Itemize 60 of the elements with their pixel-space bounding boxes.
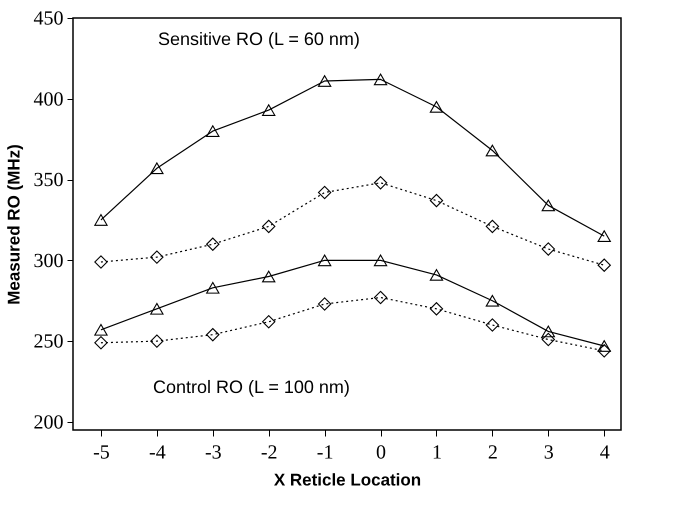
point <box>318 186 332 200</box>
point <box>430 101 444 113</box>
point <box>262 270 276 282</box>
point <box>598 340 611 352</box>
point <box>374 176 388 190</box>
x-tick-label: 4 <box>600 442 610 464</box>
point <box>486 294 500 307</box>
point <box>542 200 555 212</box>
point <box>486 220 500 234</box>
point <box>94 336 108 350</box>
point <box>430 302 444 316</box>
x-tick-label: 2 <box>488 442 498 464</box>
point <box>542 242 555 256</box>
annotation: Control RO (L = 100 nm) <box>153 377 350 397</box>
x-tick-label: -4 <box>149 442 166 464</box>
point <box>94 255 108 269</box>
y-tick-label: 350 <box>34 169 64 192</box>
point <box>598 344 611 358</box>
point <box>318 75 332 87</box>
point <box>262 104 276 116</box>
x-tick-label: 1 <box>432 442 442 464</box>
point <box>318 297 332 311</box>
x-tick-label: -5 <box>93 442 110 464</box>
x-axis-title: X Reticle Location <box>274 470 422 490</box>
point <box>598 258 611 272</box>
y-tick-label: 250 <box>34 330 64 353</box>
annotation: Sensitive RO (L = 60 nm) <box>158 29 360 49</box>
x-tick-label: 3 <box>544 442 554 464</box>
point <box>262 315 276 328</box>
point <box>430 269 444 281</box>
point <box>150 162 164 174</box>
point <box>318 254 332 266</box>
point <box>430 194 444 208</box>
point <box>262 220 276 234</box>
point <box>374 254 388 266</box>
point <box>150 302 164 315</box>
x-tick-label: -1 <box>316 442 334 464</box>
x-tick-label: -2 <box>260 442 278 464</box>
point <box>206 238 220 251</box>
y-axis-title: Measured RO (MHz) <box>4 144 24 305</box>
point <box>94 324 108 336</box>
point <box>542 332 555 346</box>
point <box>94 214 108 226</box>
point <box>598 230 611 242</box>
point <box>206 282 220 294</box>
y-tick-label: 400 <box>34 88 64 110</box>
point <box>206 328 220 342</box>
point <box>486 318 500 332</box>
y-tick-label: 300 <box>34 250 64 272</box>
point <box>150 334 164 348</box>
y-tick-label: 450 <box>34 8 64 30</box>
point <box>374 74 388 86</box>
y-tick-label: 200 <box>34 411 64 434</box>
point <box>542 326 555 338</box>
point <box>374 290 388 304</box>
point <box>206 125 220 137</box>
x-tick-label: 0 <box>376 442 386 464</box>
point <box>150 250 164 264</box>
x-tick-label: -3 <box>204 442 222 464</box>
point <box>486 144 500 156</box>
